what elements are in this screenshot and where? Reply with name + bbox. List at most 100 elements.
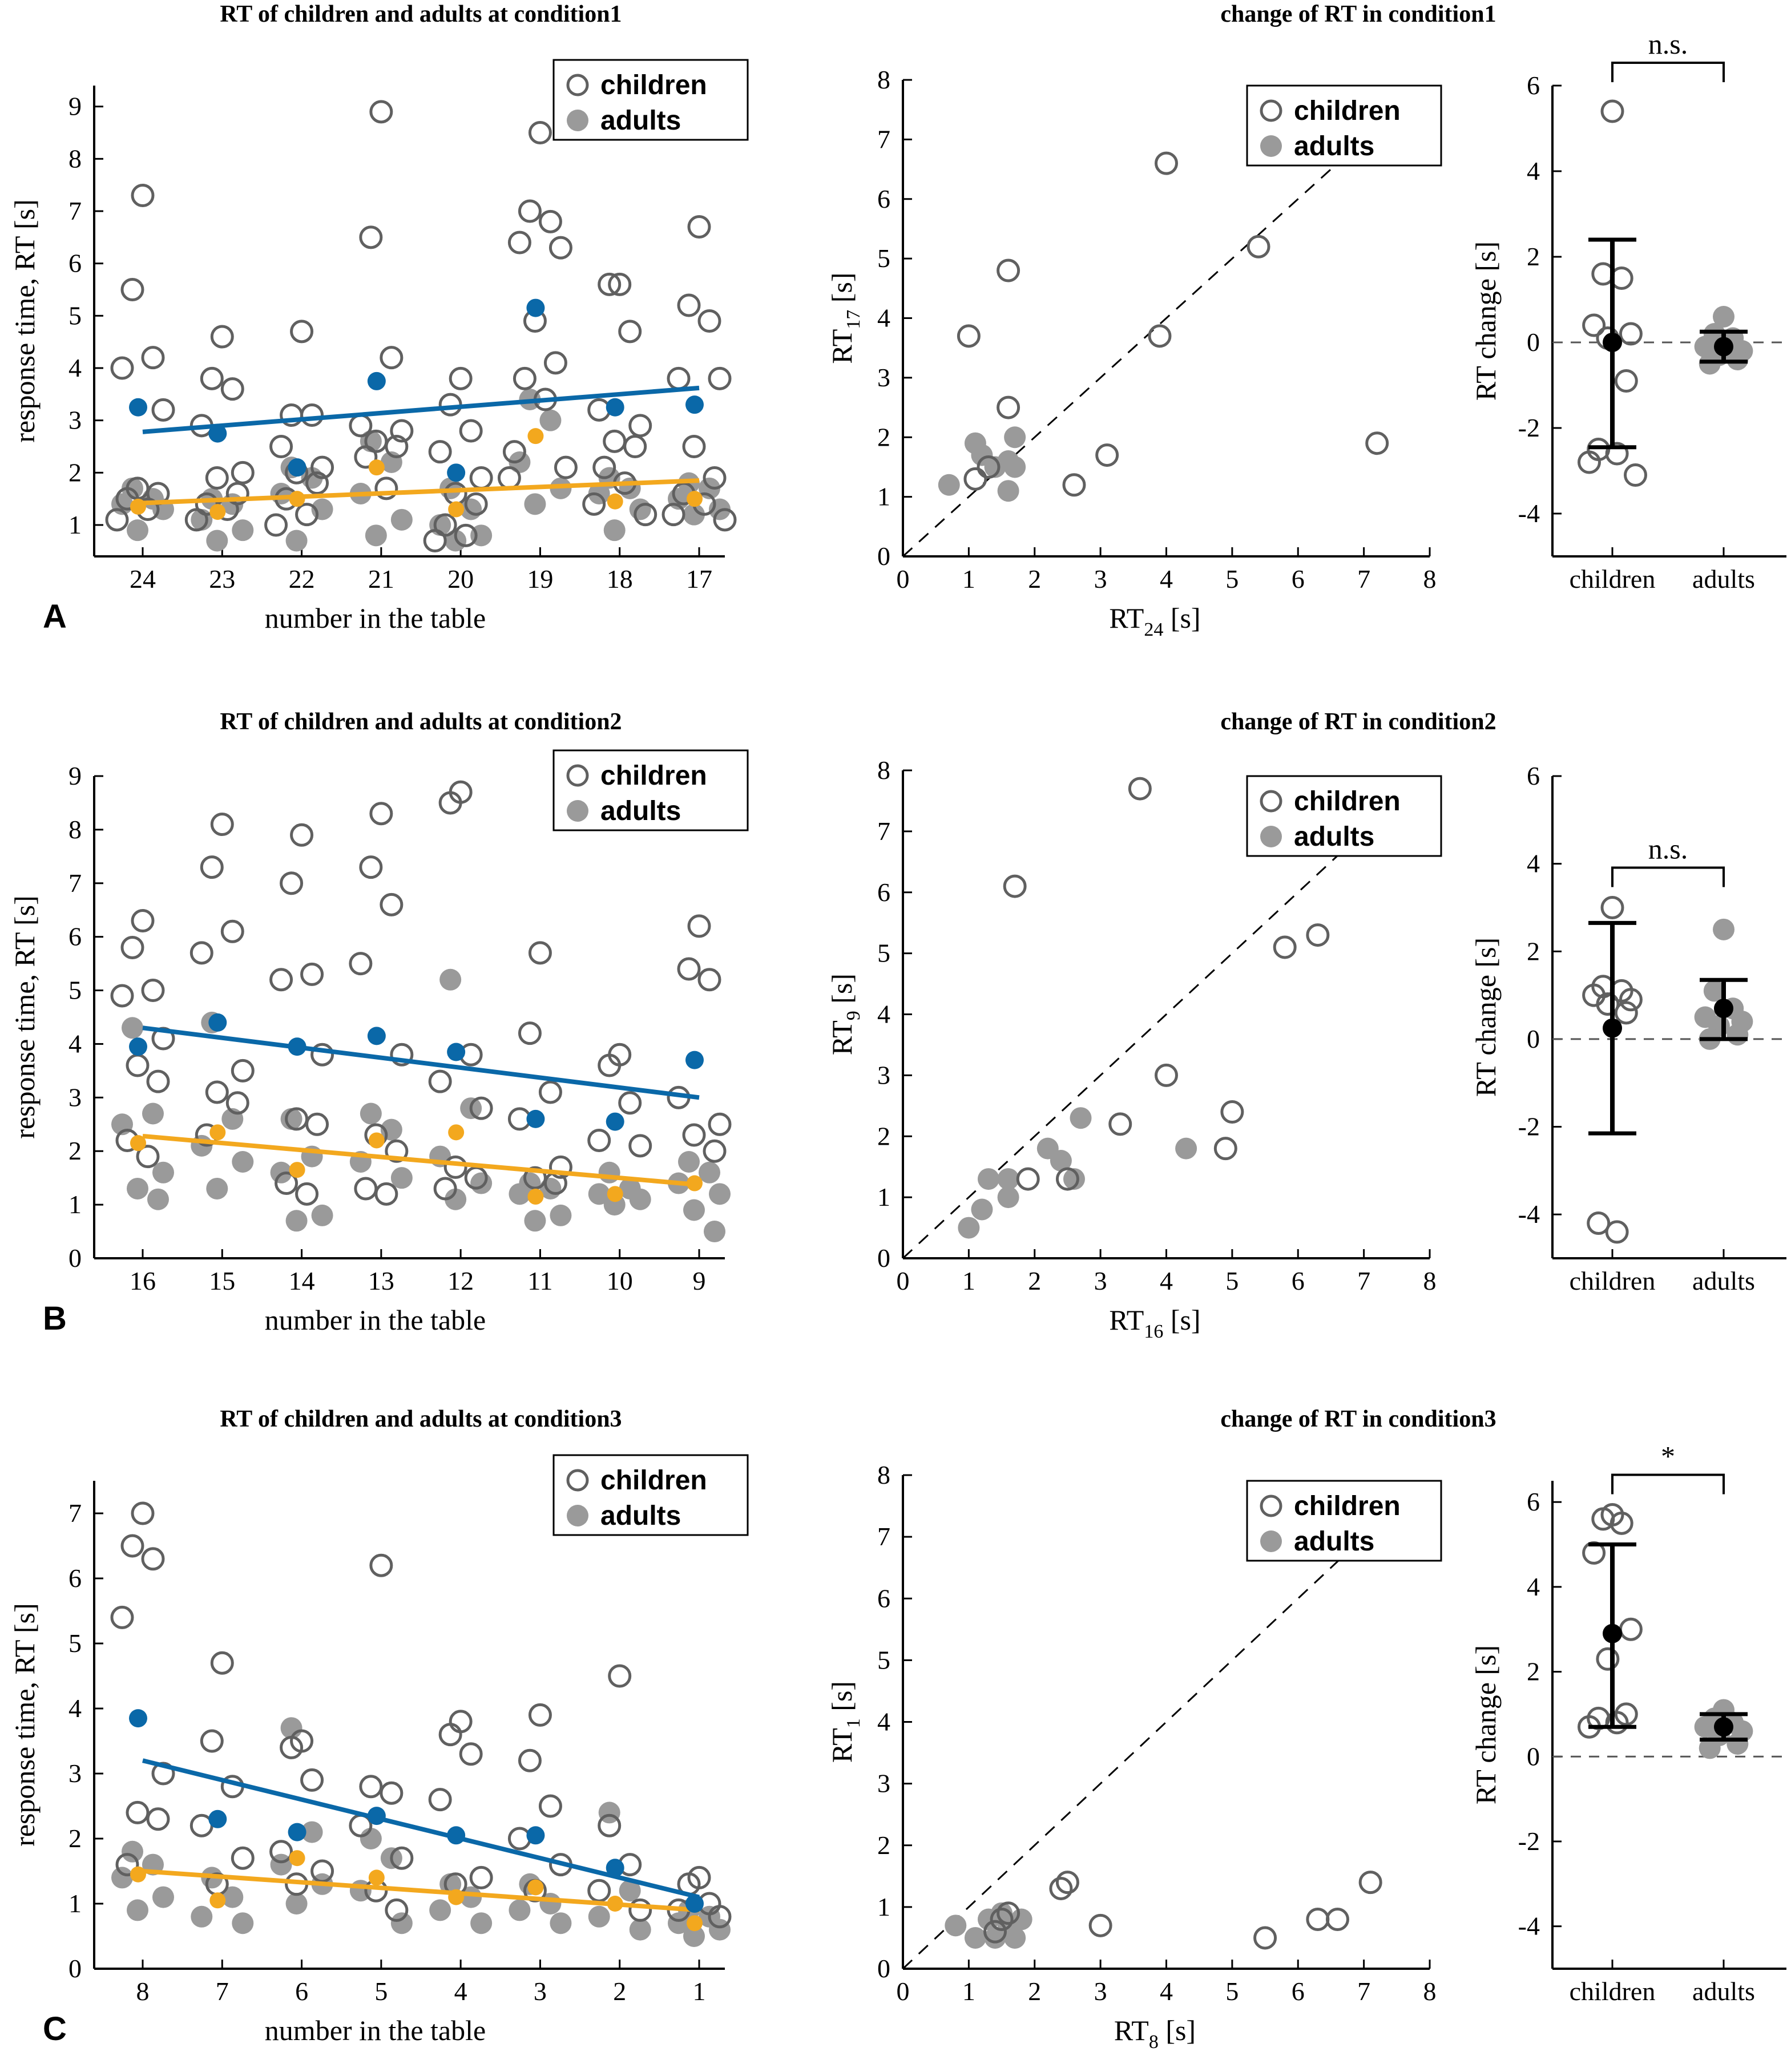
child-point — [1128, 777, 1152, 801]
left-ytick-label: 5 — [68, 976, 82, 1005]
child-point — [385, 1898, 409, 1922]
ytick-label: 5 — [877, 1645, 890, 1674]
child-point — [280, 1735, 304, 1759]
ytick-label: 7 — [877, 817, 890, 846]
child-point — [390, 1043, 414, 1067]
children-mean-point — [288, 458, 306, 477]
child-point — [628, 1898, 652, 1922]
child-point — [598, 272, 622, 296]
adult-point — [390, 508, 413, 531]
child-point — [390, 419, 414, 443]
children-mean-point — [367, 1807, 386, 1825]
legend-adults-marker — [567, 800, 588, 822]
child-point — [310, 1043, 334, 1067]
identity-line — [902, 1517, 1385, 1970]
child-point — [449, 1710, 473, 1734]
y-axis-label: RT1 [s] — [826, 1681, 864, 1763]
child-point — [454, 523, 478, 547]
child-point — [628, 414, 652, 438]
children-mean-point — [208, 424, 227, 443]
adults-fit-line — [142, 1869, 700, 1913]
xtick-label: 19 — [527, 564, 553, 593]
identity-line — [902, 120, 1385, 558]
adults-mean-point — [368, 1132, 385, 1149]
xtick-label: children — [1570, 1977, 1656, 2006]
child-point — [1596, 1647, 1620, 1671]
child-point — [1220, 1100, 1244, 1124]
chart-C_left: RT of children and adults at condition3 0… — [9, 1406, 749, 2047]
child-point — [554, 455, 578, 479]
adult-point — [111, 1867, 133, 1889]
ytick-label: 4 — [877, 1000, 890, 1029]
child-point — [200, 366, 224, 390]
legend-children-label: children — [1294, 1491, 1401, 1521]
significance-label: n.s. — [1648, 833, 1688, 865]
child-point — [280, 871, 304, 895]
xtick-label: 7 — [1357, 1977, 1370, 2006]
adult-point — [470, 1172, 493, 1194]
ytick-label: 4 — [877, 1707, 890, 1736]
child-point — [497, 466, 521, 490]
adult-point — [509, 1183, 531, 1205]
child-point — [136, 1145, 160, 1169]
adult-point — [524, 1210, 546, 1232]
child-point — [1600, 895, 1624, 919]
x-axis-label-main: RT — [1109, 1304, 1144, 1336]
adults-mean-point — [130, 498, 146, 515]
ytick-label: 8 — [877, 65, 890, 94]
adult-point — [1070, 1107, 1092, 1129]
significance-label: n.s. — [1648, 28, 1688, 60]
child-point — [295, 1182, 319, 1206]
child-point — [231, 1059, 255, 1083]
child-point — [677, 293, 701, 317]
child-point — [548, 1155, 572, 1179]
child-point — [438, 393, 462, 417]
group-mean-point — [1603, 333, 1622, 352]
children-mean-point — [367, 1027, 386, 1045]
child-point — [1253, 1926, 1277, 1950]
child-point — [687, 215, 711, 239]
legend-children-label: children — [600, 70, 707, 100]
adult-point — [1050, 1150, 1072, 1172]
child-point — [708, 1905, 732, 1929]
x-axis-label-sub: 16 — [1144, 1321, 1163, 1342]
child-point — [200, 1729, 224, 1753]
child-point — [380, 346, 404, 370]
child-point — [1049, 1876, 1073, 1900]
xtick-label: 11 — [527, 1266, 552, 1295]
y-axis-label: RT change [s] — [1470, 241, 1502, 401]
adult-point — [232, 1151, 254, 1173]
child-point — [598, 1813, 622, 1837]
xtick-label: 13 — [368, 1266, 394, 1295]
x-axis-label-main: RT — [1114, 2014, 1149, 2046]
child-point — [697, 309, 721, 333]
child-point — [205, 466, 229, 490]
child-point — [518, 1021, 542, 1045]
xtick-label: 0 — [897, 1977, 910, 2006]
children-mean-point — [447, 1043, 466, 1061]
adult-point — [524, 493, 546, 515]
child-point — [220, 377, 244, 401]
ytick-label: 8 — [877, 1460, 890, 1489]
child-point — [1095, 443, 1119, 467]
adult-point — [598, 1161, 620, 1184]
y-axis-label-sub: 17 — [843, 310, 864, 329]
adult-point — [1727, 1732, 1749, 1755]
ytick-label: 0 — [877, 1243, 890, 1273]
child-point — [1610, 1511, 1633, 1535]
child-point — [997, 395, 1020, 419]
child-point — [1619, 322, 1643, 346]
right-ytick-label: 6 — [1527, 71, 1540, 100]
right-ytick-label: -4 — [1518, 1199, 1540, 1229]
child-point — [459, 419, 483, 443]
xtick-label: 2 — [1028, 1977, 1041, 2006]
x-axis-label: RT16 [s] — [1109, 1304, 1200, 1342]
child-point — [354, 1177, 378, 1201]
child-point — [713, 508, 737, 532]
child-point — [385, 435, 409, 458]
xtick-label: 7 — [1357, 1266, 1370, 1295]
child-point — [687, 914, 711, 938]
legend-children-marker — [1260, 790, 1282, 813]
child-point — [1108, 1112, 1132, 1136]
right-ytick-label: -2 — [1518, 413, 1540, 442]
